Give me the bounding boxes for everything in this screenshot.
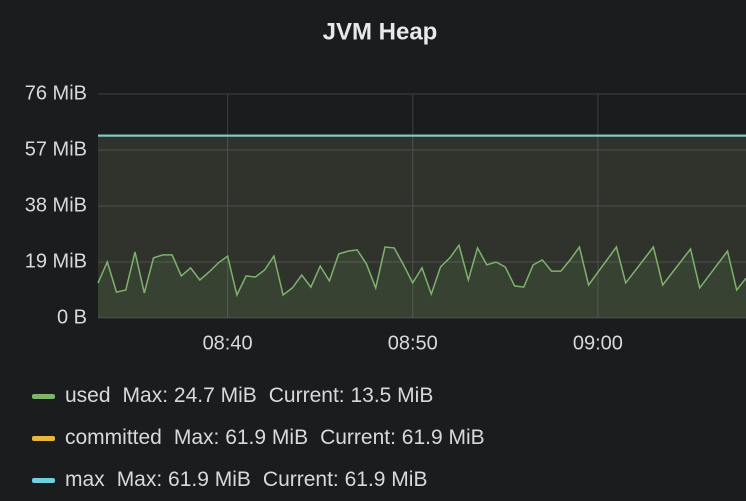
legend-name: committed xyxy=(65,426,162,449)
legend-current-label: Current: 61.9 MiB xyxy=(320,426,485,449)
legend-entry[interactable]: used Max: 24.7 MiB Current: 13.5 MiB xyxy=(32,375,497,417)
legend-name: max xyxy=(65,468,105,491)
legend-current-label: Current: 13.5 MiB xyxy=(268,384,434,407)
legend-max-label: Max: 61.9 MiB xyxy=(173,426,309,449)
legend-swatch xyxy=(32,435,55,441)
series-area xyxy=(98,135,746,318)
legend-name: used xyxy=(65,384,111,407)
y-tick-label: 19 MiB xyxy=(25,250,87,272)
legend-swatch xyxy=(32,477,55,483)
series-area xyxy=(98,135,746,318)
legend-current-label: Current: 61.9 MiB xyxy=(262,468,428,491)
x-tick-label: 09:00 xyxy=(573,332,623,354)
chart-title: JVM Heap xyxy=(323,18,438,45)
y-tick-label: 0 B xyxy=(57,306,87,328)
x-tick-label: 08:50 xyxy=(388,332,438,354)
legend: used Max: 24.7 MiB Current: 13.5 MiB commit… xyxy=(32,375,497,501)
grid xyxy=(98,93,746,319)
x-tick-label: 08:40 xyxy=(203,332,253,354)
chart: JVM Heap 0 B 19 MiB 38 MiB 57 MiB 76 MiB 08:4… xyxy=(25,18,746,354)
legend-swatch xyxy=(32,393,55,399)
legend-max-label: Max: 61.9 MiB xyxy=(116,468,251,491)
series-area xyxy=(98,245,746,318)
legend-entry[interactable]: max Max: 61.9 MiB Current: 61.9 MiB xyxy=(32,459,497,501)
legend-max-label: Max: 24.7 MiB xyxy=(122,384,257,407)
y-tick-label: 57 MiB xyxy=(25,138,87,160)
y-tick-label: 76 MiB xyxy=(25,82,87,104)
series-line xyxy=(97,243,746,298)
y-tick-label: 38 MiB xyxy=(25,194,87,216)
legend-entry[interactable]: committed Max: 61.9 MiB Current: 61.9 MiB xyxy=(32,417,497,459)
